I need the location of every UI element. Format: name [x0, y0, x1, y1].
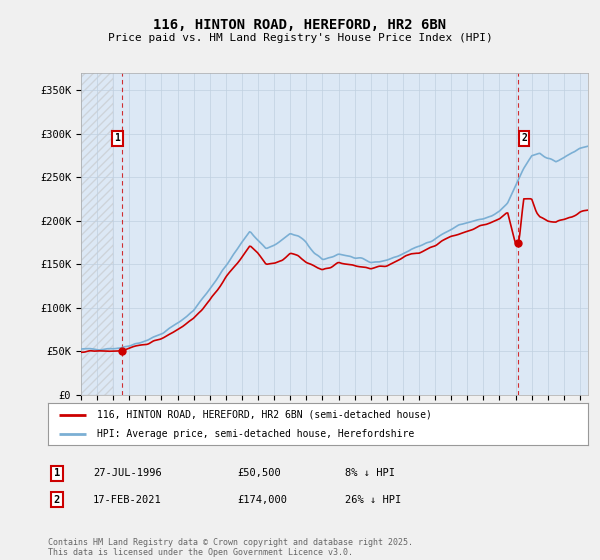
Text: 116, HINTON ROAD, HEREFORD, HR2 6BN: 116, HINTON ROAD, HEREFORD, HR2 6BN: [154, 18, 446, 32]
Text: 17-FEB-2021: 17-FEB-2021: [93, 494, 162, 505]
Text: 27-JUL-1996: 27-JUL-1996: [93, 468, 162, 478]
Text: Contains HM Land Registry data © Crown copyright and database right 2025.
This d: Contains HM Land Registry data © Crown c…: [48, 538, 413, 557]
Text: 26% ↓ HPI: 26% ↓ HPI: [345, 494, 401, 505]
Text: 8% ↓ HPI: 8% ↓ HPI: [345, 468, 395, 478]
Text: 1: 1: [54, 468, 60, 478]
Text: 116, HINTON ROAD, HEREFORD, HR2 6BN (semi-detached house): 116, HINTON ROAD, HEREFORD, HR2 6BN (sem…: [97, 409, 431, 419]
Text: £50,500: £50,500: [237, 468, 281, 478]
Text: HPI: Average price, semi-detached house, Herefordshire: HPI: Average price, semi-detached house,…: [97, 429, 414, 439]
Text: 2: 2: [54, 494, 60, 505]
Text: £174,000: £174,000: [237, 494, 287, 505]
Text: 1: 1: [115, 133, 121, 143]
Text: Price paid vs. HM Land Registry's House Price Index (HPI): Price paid vs. HM Land Registry's House …: [107, 32, 493, 43]
Text: 2: 2: [521, 133, 527, 143]
